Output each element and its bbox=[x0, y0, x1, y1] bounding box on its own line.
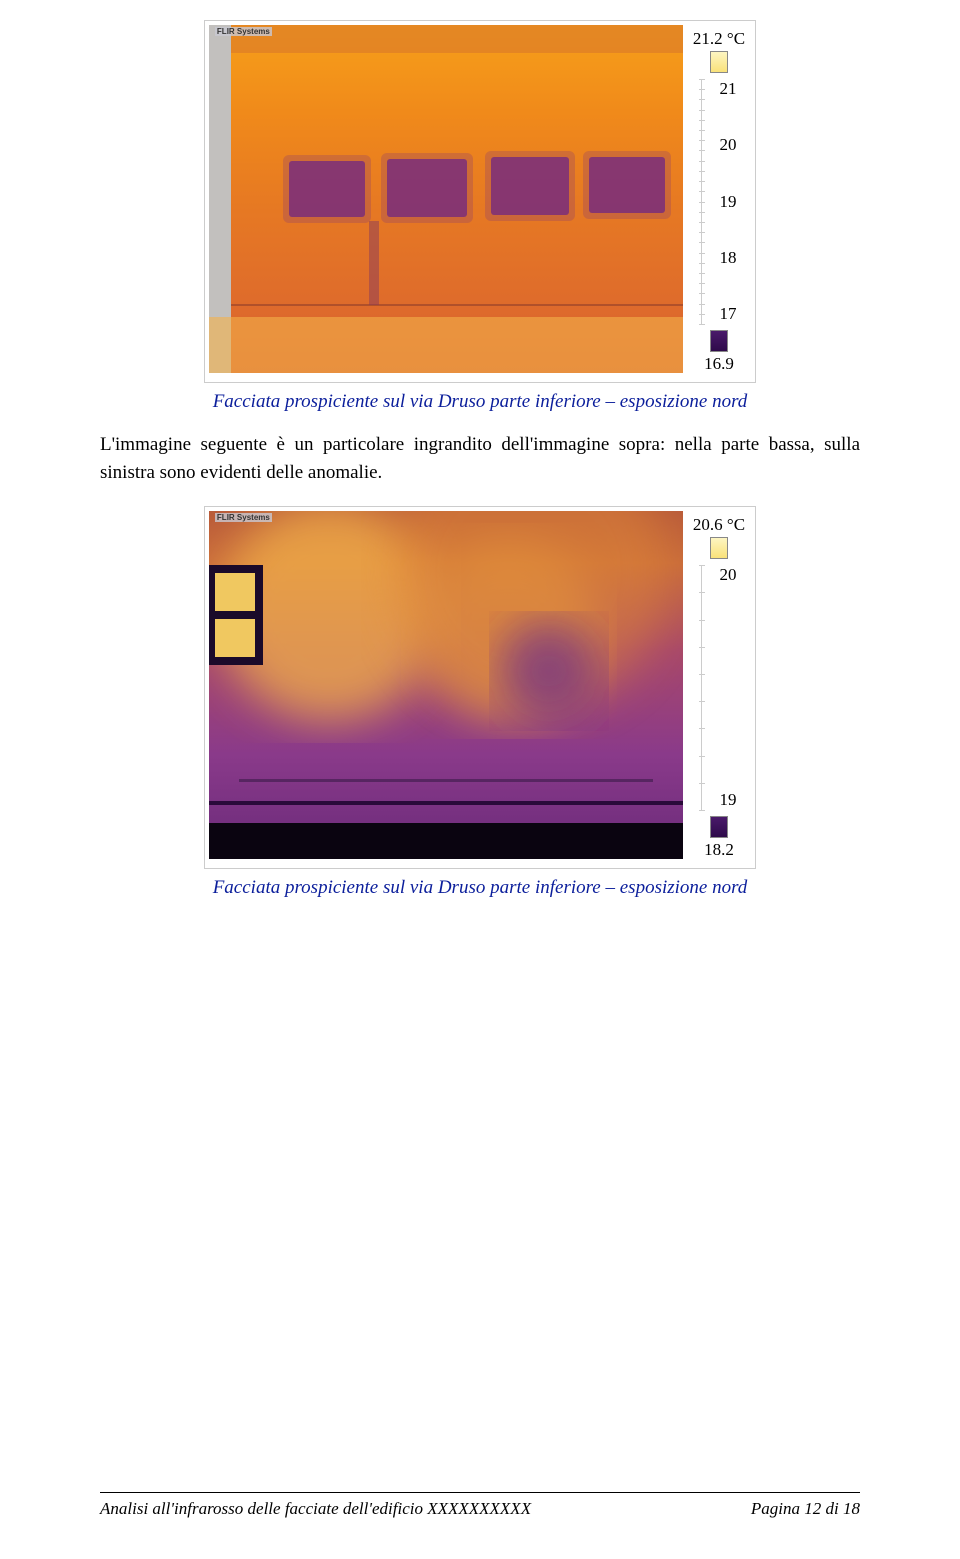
scale-max-label: 21.2 °C bbox=[693, 29, 745, 49]
figure-1-thermal-image: FLIR Systems bbox=[209, 25, 683, 378]
figure-2-wrapper: FLIR Systems 20.6 °C 2019 18.2 bbox=[100, 506, 860, 869]
figure-2-frame: FLIR Systems 20.6 °C 2019 18.2 bbox=[204, 506, 756, 869]
scale-ticks-area: 2019 bbox=[701, 565, 736, 810]
scale-tick: 19 bbox=[719, 790, 736, 810]
page-container: FLIR Systems 21.2 °C 2120191817 16.9 Fac… bbox=[0, 20, 960, 1559]
scale-min-label: 18.2 bbox=[704, 840, 734, 860]
scale-tick: 18 bbox=[719, 248, 736, 268]
footer-left-text: Analisi all'infrarosso delle facciate de… bbox=[100, 1499, 531, 1519]
scale-tick-labels: 21 20 19 18 17 bbox=[713, 79, 736, 324]
scale-tick: 20 bbox=[719, 565, 736, 585]
scale-tick-bar bbox=[701, 79, 713, 324]
scale-tick: 19 bbox=[719, 192, 736, 212]
scale-tick: 20 bbox=[719, 135, 736, 155]
scale-tick: 21 bbox=[719, 79, 736, 99]
figure-1-frame: FLIR Systems 21.2 °C 21 20 19 18 17 16.9 bbox=[204, 20, 756, 383]
scale-bottom-swatch bbox=[710, 816, 728, 838]
figure-2-scale: 20.6 °C 2019 18.2 bbox=[683, 511, 751, 864]
figure-1-wrapper: FLIR Systems 21.2 °C 21 20 19 18 17 16.9 bbox=[100, 20, 860, 383]
figure-1-caption: Facciata prospiciente sul via Druso part… bbox=[100, 391, 860, 413]
flir-watermark: FLIR Systems bbox=[215, 27, 272, 36]
figure-2-caption: Facciata prospiciente sul via Druso part… bbox=[100, 877, 860, 899]
scale-bottom-swatch bbox=[710, 330, 728, 352]
scale-tick: 17 bbox=[719, 304, 736, 324]
footer-right-text: Pagina 12 di 18 bbox=[751, 1499, 860, 1519]
scale-top-swatch bbox=[710, 51, 728, 73]
scale-ticks-area: 21 20 19 18 17 bbox=[701, 79, 736, 324]
figure-1-scale: 21.2 °C 21 20 19 18 17 16.9 bbox=[683, 25, 751, 378]
figure-2-thermal-image: FLIR Systems bbox=[209, 511, 683, 864]
flir-watermark: FLIR Systems bbox=[215, 513, 272, 522]
scale-min-label: 16.9 bbox=[704, 354, 734, 374]
scale-max-label: 20.6 °C bbox=[693, 515, 745, 535]
scale-tick-bar bbox=[701, 565, 713, 810]
body-paragraph: L'immagine seguente è un particolare ing… bbox=[100, 431, 860, 486]
scale-top-swatch bbox=[710, 537, 728, 559]
scale-tick-labels: 2019 bbox=[713, 565, 736, 810]
page-footer: Analisi all'infrarosso delle facciate de… bbox=[100, 1492, 860, 1519]
